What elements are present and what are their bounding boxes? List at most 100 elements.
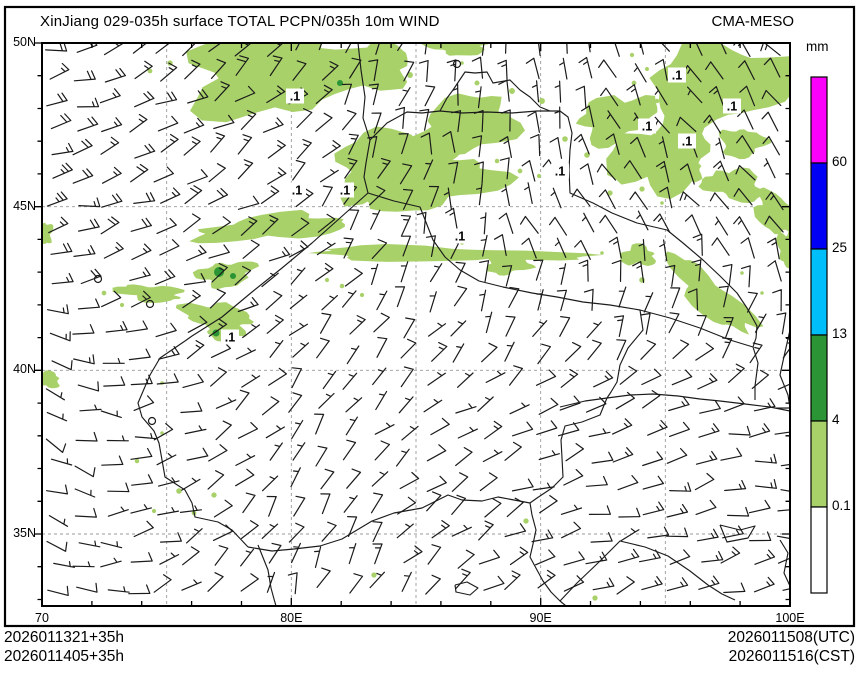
- colorbar-tick-label: 4: [832, 412, 840, 427]
- precip-speckle: [134, 458, 140, 464]
- model-name: CMA-MESO: [711, 13, 795, 30]
- precip-speckle: [176, 488, 182, 494]
- precip-area: [575, 95, 658, 149]
- precip-speckle: [645, 67, 649, 71]
- precip-heavy-spot: [337, 80, 343, 86]
- plot-border: [41, 42, 791, 607]
- contour-label-box: [723, 98, 741, 114]
- contour-label-box: [286, 88, 304, 104]
- contour-label: .1: [672, 69, 682, 83]
- boundary-line: [369, 110, 560, 141]
- contour-label: .1: [290, 90, 300, 104]
- contour-label: .1: [455, 230, 465, 244]
- boundary-line: [257, 544, 277, 606]
- boundary-line: [439, 71, 551, 112]
- y-axis-label: 50N: [13, 35, 36, 49]
- boundary-line: [529, 397, 608, 606]
- boundary-line: [357, 43, 371, 194]
- precip-speckle: [101, 290, 107, 296]
- precip-heavy-spot: [212, 329, 220, 337]
- x-axis-label: 90E: [529, 611, 552, 625]
- calm-wind-circle: [93, 274, 103, 284]
- map-plot-area: .1 .1 .1 .1 .1 .1 .1 .1 .1 .1: [42, 43, 790, 606]
- precip-speckle: [460, 61, 464, 65]
- footer-init-utc: 2026011321+35h: [4, 629, 124, 646]
- x-axis-label: 70: [35, 611, 49, 625]
- contour-label-box: [451, 228, 469, 244]
- precip-area: [776, 230, 790, 269]
- precip-speckle: [491, 100, 497, 106]
- colorbar-segment: [810, 420, 828, 508]
- precip-speckle: [147, 68, 153, 74]
- colorbar-unit-label: mm: [806, 39, 829, 54]
- colorbar-segment: [810, 76, 828, 164]
- precip-speckle: [600, 251, 604, 255]
- boundary-line: [559, 540, 736, 602]
- precip-speckle: [339, 283, 345, 289]
- precip-speckle: [660, 201, 664, 205]
- precip-speckle: [324, 277, 330, 283]
- contour-label-box: [668, 67, 686, 83]
- footer-valid-cst: 2026011516(CST): [728, 648, 855, 665]
- colorbar-tick-label: 0.1: [832, 498, 851, 513]
- wind-barbs: [45, 43, 790, 596]
- colorbar-tick-label: 13: [832, 326, 848, 341]
- precip-area: [397, 93, 525, 160]
- precip-heavy-spot: [230, 273, 236, 279]
- boundary-line: [137, 340, 249, 548]
- chart-title: XinJiang 029-035h surface TOTAL PCPN/035…: [40, 13, 440, 30]
- precip-speckle: [631, 80, 637, 86]
- precip-area: [362, 154, 519, 212]
- precip-area: [420, 43, 491, 56]
- axis-ticks: [34, 42, 790, 606]
- contour-label: .1: [727, 100, 737, 114]
- calm-wind-circle: [145, 299, 155, 309]
- precip-speckle: [474, 80, 480, 86]
- x-axis-label: 100E: [775, 611, 805, 625]
- precip-speckle: [536, 173, 542, 179]
- calm-wind-circle: [452, 59, 462, 69]
- precip-speckle: [629, 52, 635, 58]
- contour-label-box: [288, 182, 306, 198]
- figure-frame: [3, 5, 856, 628]
- colorbar-segment: [810, 334, 828, 422]
- colorbar-tick-label: 60: [832, 154, 848, 169]
- precip-area: [42, 370, 60, 389]
- contour-label-box: [638, 118, 656, 134]
- precip-area: [665, 251, 764, 335]
- precip-speckle: [398, 55, 402, 59]
- precip-speckle: [539, 98, 545, 104]
- colorbar-segment: [810, 162, 828, 250]
- precip-area: [753, 187, 790, 235]
- precip-area: [718, 129, 772, 160]
- boundary-line: [779, 329, 790, 409]
- precip-speckle: [654, 98, 660, 104]
- contour-label-box: [551, 163, 569, 179]
- precip-speckle: [740, 271, 744, 275]
- boundary-line: [606, 309, 644, 399]
- footer-init-cst: 2026011405+35h: [4, 648, 124, 665]
- precip-speckle: [679, 265, 685, 271]
- contour-label: .1: [555, 165, 565, 179]
- contour-label: .1: [642, 120, 652, 134]
- colorbar-tick-label: 25: [832, 240, 848, 255]
- y-axis-label: 35N: [13, 525, 36, 540]
- boundary-line: [559, 393, 790, 412]
- calm-wind-circle: [147, 416, 157, 426]
- x-axis-label: 80E: [280, 611, 303, 625]
- precip-speckle: [760, 291, 764, 295]
- precip-speckle: [359, 292, 365, 298]
- colorbar-segment: [810, 248, 828, 336]
- precip-area: [175, 302, 254, 337]
- precip-area: [42, 222, 54, 244]
- precip-speckle: [607, 190, 613, 196]
- precip-speckle: [151, 508, 157, 514]
- footer-valid-utc: 2026011508(UTC): [727, 629, 855, 646]
- contour-label: .1: [340, 184, 350, 198]
- contour-label-box: [336, 182, 354, 198]
- precip-area: [619, 243, 656, 266]
- y-axis-label: 40N: [13, 362, 36, 377]
- precip-speckle: [562, 136, 568, 142]
